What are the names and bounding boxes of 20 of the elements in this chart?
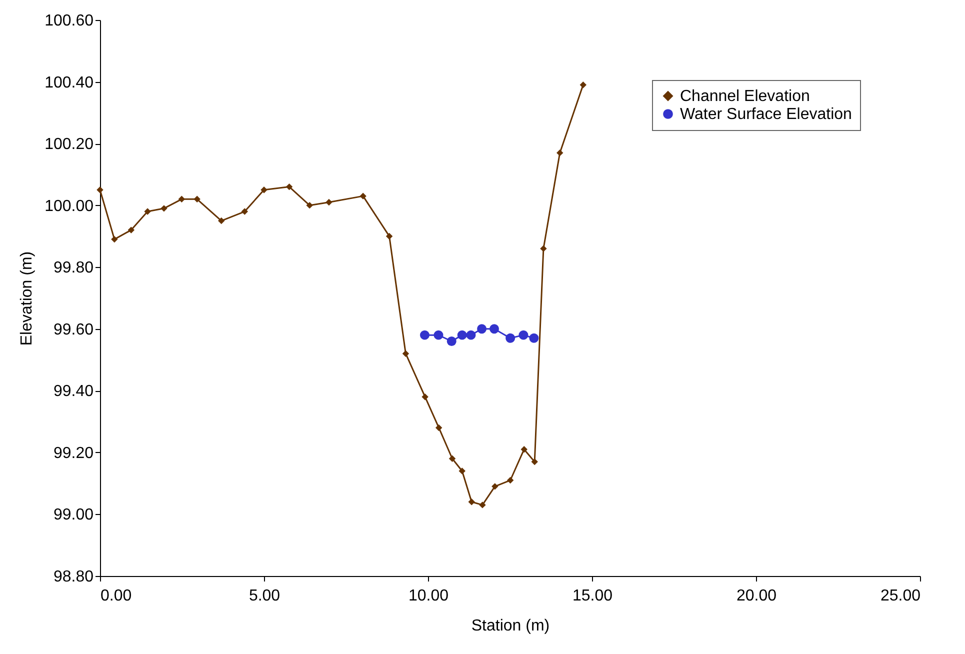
y-tick-label: 99.80 — [53, 260, 94, 277]
y-tick-label: 100.20 — [44, 136, 94, 154]
legend-label: Channel Elevation — [680, 88, 810, 105]
x-tick-label: 0.00 — [100, 588, 132, 604]
legend-label: Water Surface Elevation — [680, 106, 852, 123]
x-tick-label: 15.00 — [572, 588, 613, 604]
y-tick-label: 99.40 — [53, 383, 94, 400]
y-tick-label: 100.00 — [44, 198, 94, 215]
x-tick-label: 20.00 — [736, 588, 777, 604]
y-tick-label: 99.00 — [53, 506, 94, 524]
y-tick-label: 99.60 — [53, 321, 94, 338]
x-tick-label: 25.00 — [880, 588, 921, 604]
y-tick-label: 98.80 — [53, 568, 94, 586]
y-tick-label: 99.20 — [53, 444, 94, 462]
x-axis-title: Station (m) — [471, 618, 550, 634]
x-tick-label: 10.00 — [408, 588, 449, 604]
y-tick-label: 100.60 — [44, 12, 94, 30]
y-axis-title: Elevation (m) — [18, 251, 36, 346]
x-tick-label: 5.00 — [248, 588, 280, 604]
y-tick-label: 100.40 — [44, 74, 94, 92]
